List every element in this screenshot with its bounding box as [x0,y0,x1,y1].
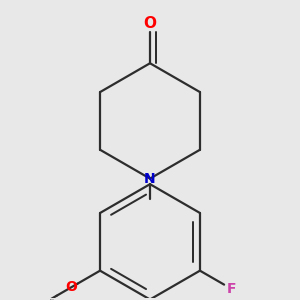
Text: N: N [144,172,156,186]
Text: O: O [65,280,77,294]
Text: O: O [143,16,157,31]
Text: methyl: methyl [50,299,55,300]
Text: F: F [226,282,236,296]
